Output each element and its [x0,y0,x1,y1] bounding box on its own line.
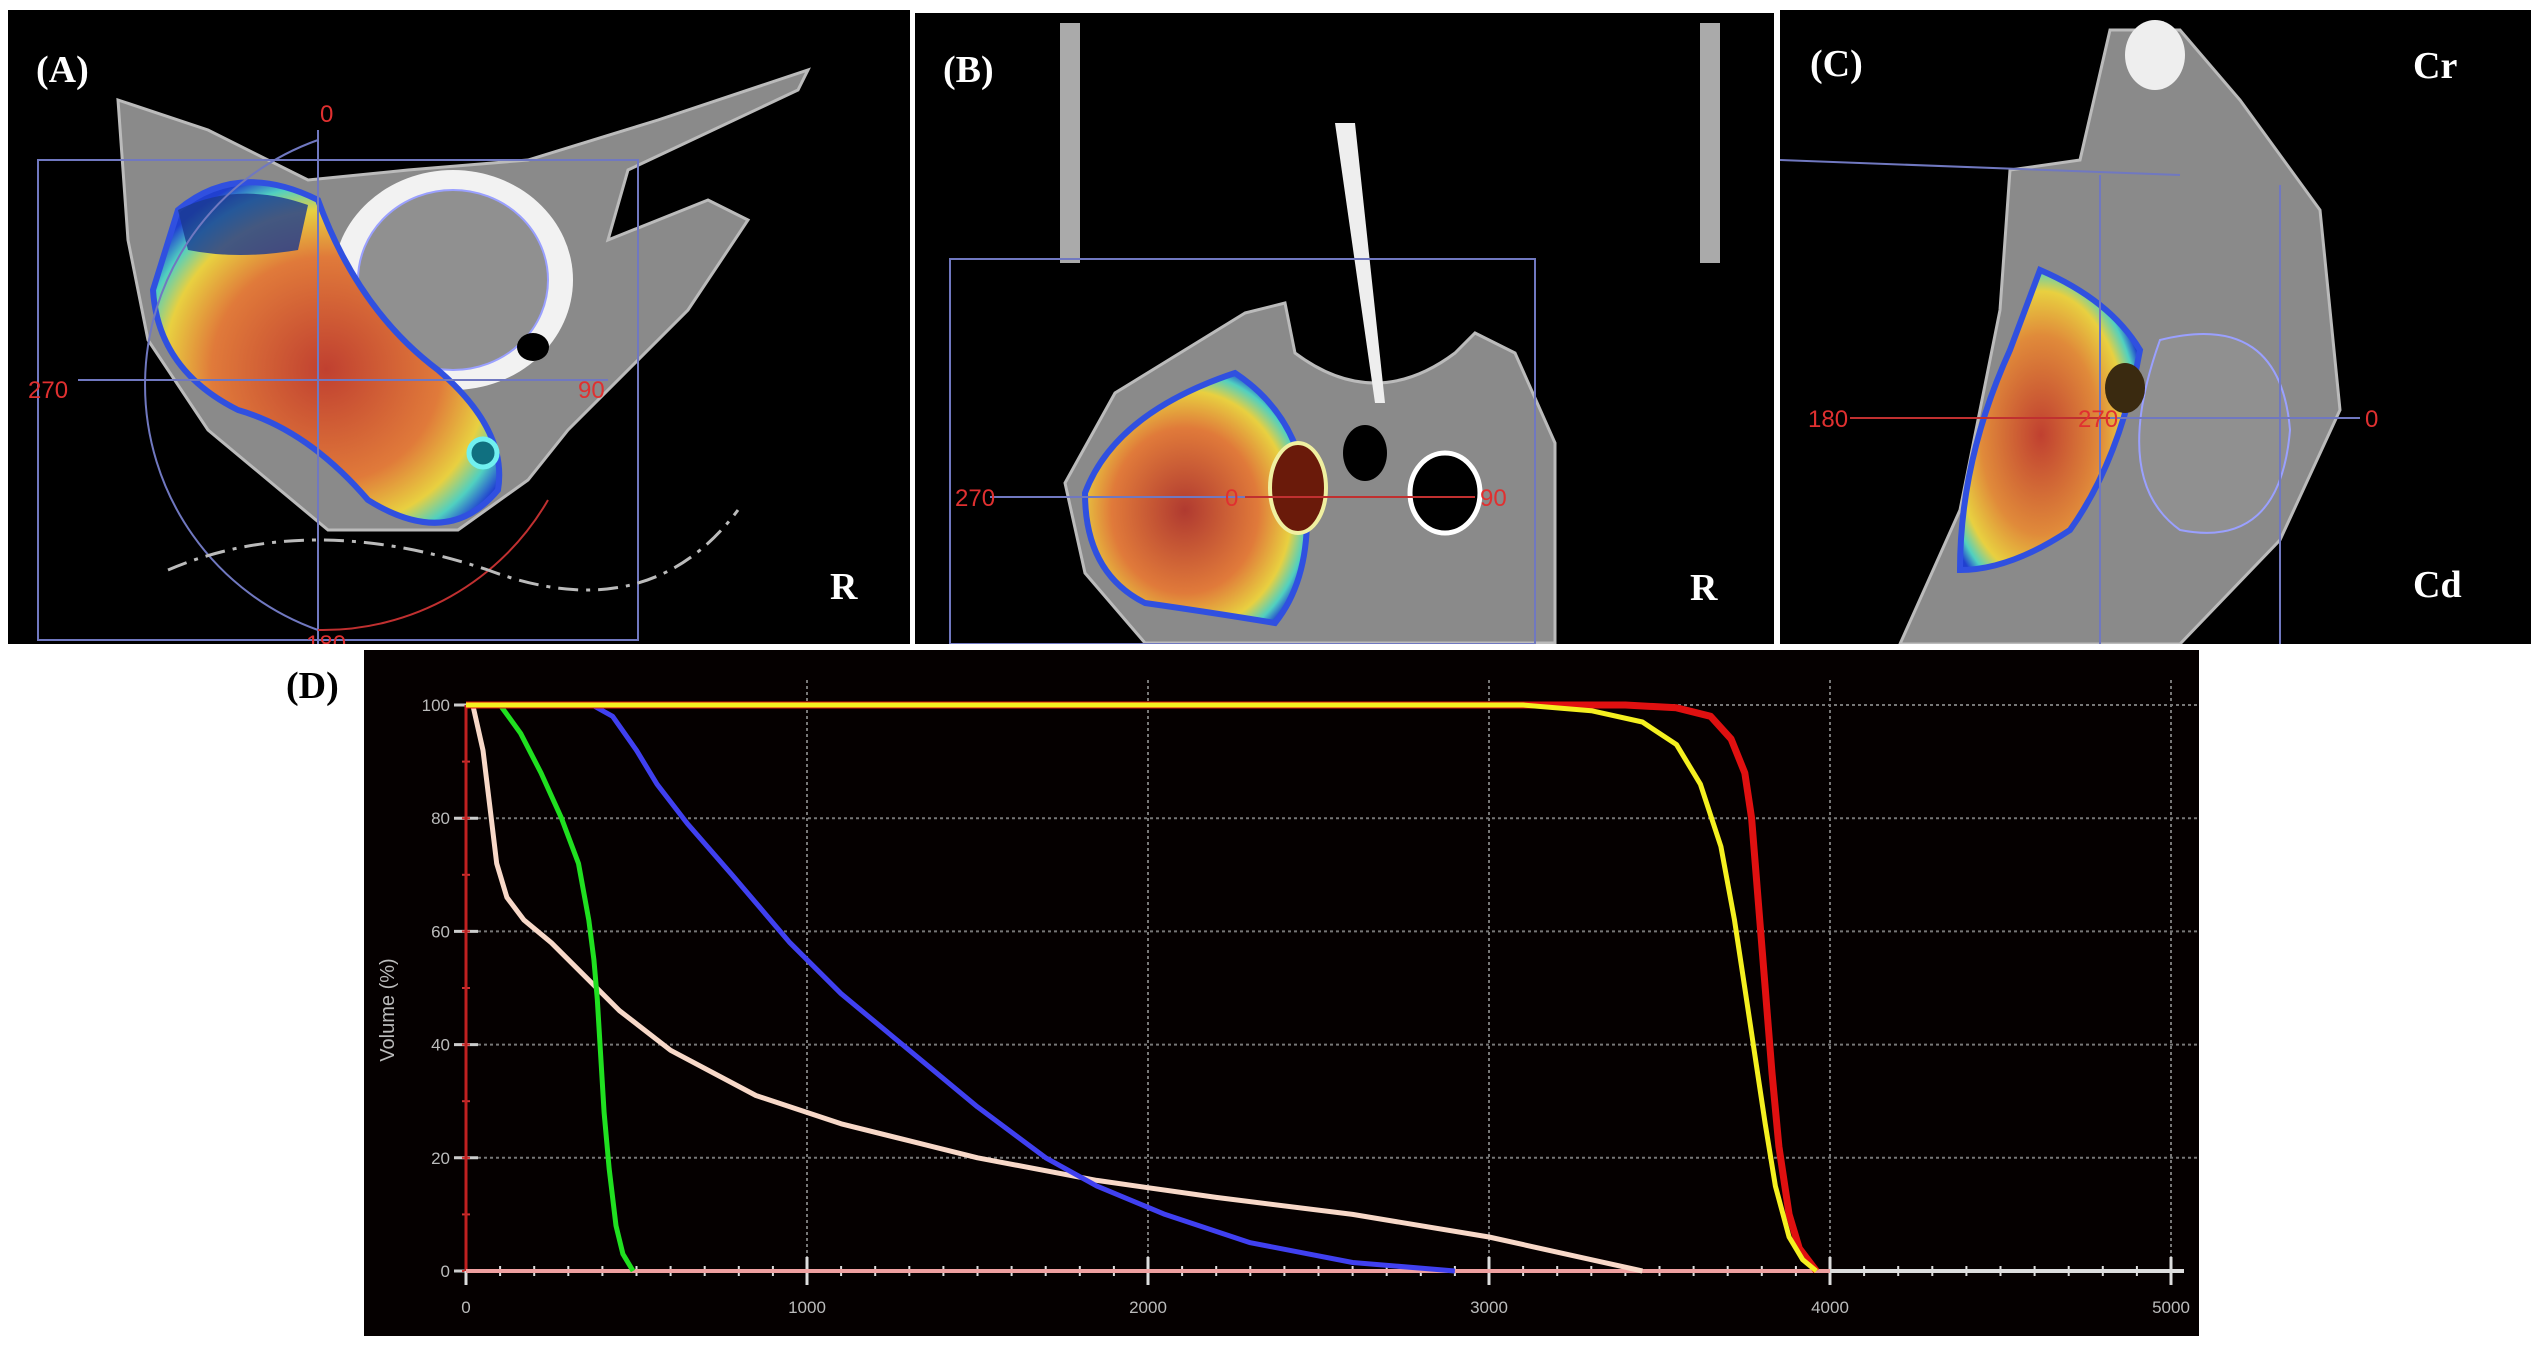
y-axis-label: Volume (%) [377,958,399,1061]
series-line-blue [590,702,1456,1274]
panel-a-axial-ct: 0 270 90 180 (A) R [8,10,910,644]
coronal-ct-image: 270 0 90 [949,23,1720,644]
panel-label-c: (C) [1810,43,1863,85]
panel-label-a: (A) [36,49,89,91]
orientation-label-right: R [1690,567,1718,609]
angle-label-180: 180 [1808,406,1848,433]
y-tick-label: 60 [431,922,450,941]
angle-label-270: 270 [955,485,995,512]
y-tick-label: 80 [431,809,450,828]
orientation-label-cranial: Cr [2413,45,2458,87]
angle-label-0: 0 [1225,485,1238,512]
x-tick-label: 4000 [1811,1298,1849,1317]
series-line-pink [470,704,1643,1274]
y-tick-label: 100 [422,696,450,715]
panel-label-d: (D) [286,665,339,707]
series-line-red [466,701,1820,1274]
series-line-yellow [466,702,1818,1273]
sagittal-ct-image: 180 270 0 [1780,20,2378,644]
panel-b-coronal-ct: 270 0 90 (B) R [915,13,1774,644]
x-tick-label: 5000 [2152,1298,2190,1317]
angle-label-270: 270 [2078,406,2118,433]
angle-label-0: 0 [2365,406,2378,433]
angle-label-270: 270 [28,377,68,404]
angle-label-180: 180 [306,631,346,644]
y-tick-label: 0 [441,1262,450,1281]
y-tick-label: 40 [431,1036,450,1055]
x-tick-label: 3000 [1470,1298,1508,1317]
series-line-green [498,703,636,1273]
x-tick-label: 1000 [788,1298,826,1317]
panel-label-b: (B) [943,49,994,91]
orientation-label-right: R [830,566,858,608]
angle-label-90: 90 [1480,485,1507,512]
panel-c-sagittal-ct: 180 270 0 (C) Cr Cd [1780,10,2531,644]
orientation-label-caudal: Cd [2413,564,2462,606]
y-tick-label: 20 [431,1149,450,1168]
angle-label-0: 0 [320,101,333,128]
x-tick-label: 0 [461,1298,470,1317]
dvh-chart: 0 20 40 60 80 100 0 1000 2000 3000 4000 5000 Volume… [364,650,2199,1336]
x-tick-label: 2000 [1129,1298,1167,1317]
angle-label-90: 90 [578,377,605,404]
axial-ct-image: 0 270 90 180 [28,67,811,644]
